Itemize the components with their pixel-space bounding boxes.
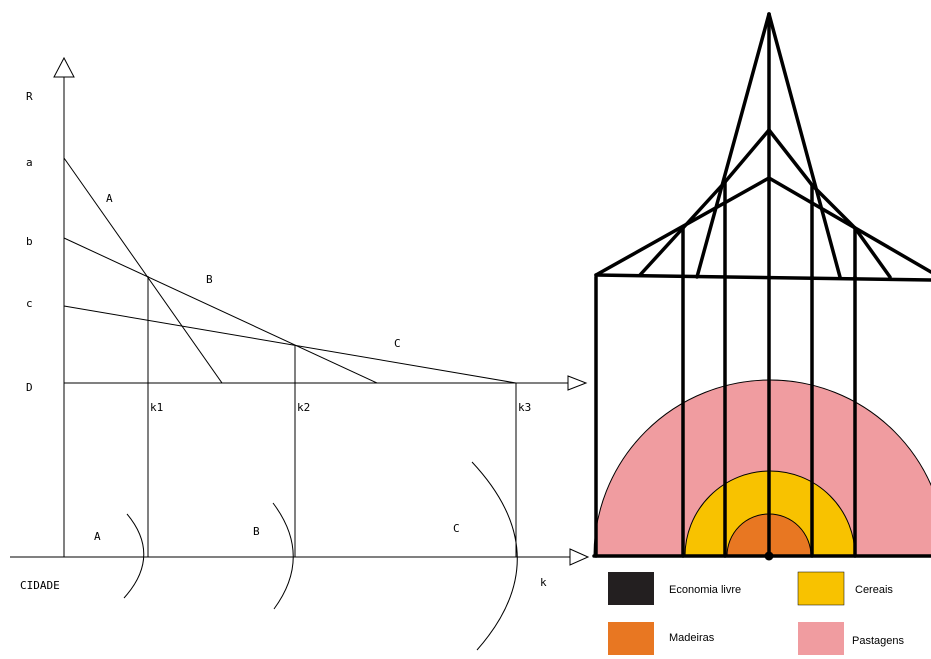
- distance-label-k1: k1: [150, 401, 163, 414]
- ring-arc-b: [272, 502, 294, 610]
- legend-swatch-economia-livre: [608, 572, 654, 605]
- ring-arc-a: [123, 513, 145, 599]
- legend-label-pastagens: Pastagens: [852, 635, 904, 647]
- legend-label-cereais: Cereais: [855, 584, 893, 596]
- x-axis-arrow: [569, 548, 590, 566]
- legend-label-madeiras: Madeiras: [669, 632, 715, 644]
- bid-rent-graph: R a b c D A B C k1 k2 k3 A B C CIDADE k: [10, 56, 590, 651]
- legend-swatch-madeiras: [608, 622, 654, 655]
- line-label-b: B: [206, 273, 213, 286]
- bid-rent-line-a: [63, 157, 223, 384]
- legend: Economia livre Cereais Madeiras Pastagen…: [608, 571, 904, 655]
- ring-label-a: A: [94, 530, 101, 543]
- line-label-a: A: [106, 192, 113, 205]
- zone-pastagens: [593, 379, 931, 557]
- axis-x-label: k: [540, 576, 547, 589]
- distance-label-k3: k3: [518, 401, 531, 414]
- distance-label-k2: k2: [297, 401, 310, 414]
- intercept-label-a: a: [26, 156, 33, 169]
- bid-rent-line-c: [63, 305, 517, 384]
- axis-y-label: R: [26, 90, 33, 103]
- city-center-dot: [764, 551, 774, 561]
- intercept-label-d: D: [26, 381, 33, 394]
- ring-label-c: C: [453, 522, 460, 535]
- line-label-c: C: [394, 337, 401, 350]
- intercept-label-c: c: [26, 297, 33, 310]
- origin-label: CIDADE: [20, 579, 60, 592]
- legend-swatch-pastagens: [798, 622, 844, 655]
- land-use-zones: [593, 379, 931, 557]
- legend-label-economia-livre: Economia livre: [669, 584, 741, 596]
- intercept-label-b: b: [26, 235, 33, 248]
- projection-frame: [592, 12, 931, 561]
- bid-rent-line-b: [63, 237, 378, 384]
- ring-arc-c: [471, 461, 518, 651]
- ring-label-b: B: [253, 525, 260, 538]
- d-line-arrow: [567, 375, 588, 391]
- y-axis-arrow: [53, 56, 75, 78]
- legend-swatch-cereais: [797, 571, 845, 606]
